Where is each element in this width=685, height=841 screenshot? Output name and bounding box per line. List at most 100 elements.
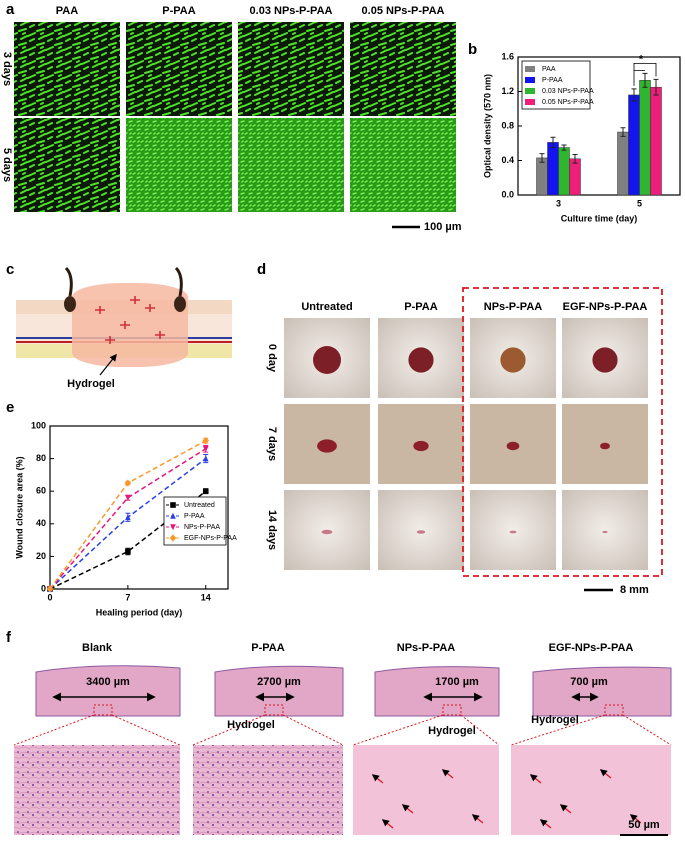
scale-bar-label: 8 mm [620, 584, 649, 596]
bar [628, 94, 640, 196]
legend-label: 0.03 NPs-P-PAA [542, 88, 594, 95]
legend-label: P-PAA [542, 77, 563, 84]
zoom-guide [510, 714, 606, 746]
measurement: 700 µm [570, 676, 608, 688]
histology [511, 745, 671, 835]
zoom-guide [13, 714, 95, 746]
y-tick-label: 0 [41, 583, 46, 593]
marker [169, 534, 177, 542]
highlight-box [462, 287, 663, 577]
panel-label: d [257, 261, 266, 278]
zoom-region [93, 704, 113, 716]
panel-label: e [6, 399, 14, 416]
column-header: P-PAA [251, 642, 284, 654]
zoom-guide [622, 714, 672, 746]
follicle [174, 296, 186, 312]
micrograph [238, 118, 344, 212]
wound [321, 529, 333, 535]
zoom-guide [460, 714, 500, 746]
wound [602, 530, 608, 534]
bar [639, 80, 651, 196]
fiber-arrow [599, 769, 612, 779]
tissue-section [532, 666, 672, 717]
bar [617, 131, 629, 196]
micrograph [238, 22, 344, 116]
tissue-section [35, 665, 181, 717]
y-tick-label: 20 [36, 551, 46, 561]
panel-label: a [6, 1, 15, 18]
column-header: 0.03 NPs-P-PAA [250, 5, 333, 17]
y-tick-label: 0.4 [501, 155, 514, 165]
molecule [145, 304, 155, 312]
molecule [130, 296, 140, 304]
wound [408, 347, 434, 373]
error-bar [572, 153, 578, 164]
hair [64, 266, 73, 297]
micrograph [126, 22, 232, 116]
fiber-arrow [629, 814, 642, 824]
y-tick-label: 1.2 [501, 86, 514, 96]
hair [174, 266, 183, 297]
hydrogel-label: Hydrogel [531, 714, 579, 726]
fiber-arrow [529, 774, 542, 784]
fiber-arrow [441, 769, 454, 779]
fiber-arrow [401, 804, 414, 814]
marker [46, 585, 54, 593]
fiber-arrow [559, 804, 572, 814]
column-header: EGF-NPs-P-PAA [549, 642, 634, 654]
y-tick-label: 1.6 [501, 51, 514, 61]
panel-label: f [6, 629, 12, 646]
marker [125, 494, 131, 502]
column-header: NPs-P-PAA [484, 301, 543, 313]
wound [509, 530, 517, 534]
y-tick-label: 0.0 [501, 189, 514, 199]
hydrogel-label: Hydrogel [428, 725, 476, 737]
fiber-arrow [471, 814, 484, 824]
legend-swatch [525, 88, 535, 94]
column-header: P-PAA [162, 5, 195, 17]
column-header: Blank [82, 642, 113, 654]
x-axis-label: Healing period (day) [96, 607, 183, 617]
marker [170, 512, 176, 519]
column-header: 0.05 NPs-P-PAA [362, 5, 445, 17]
significance-label: * [639, 53, 644, 65]
marker [170, 502, 176, 508]
panel-label: c [6, 261, 14, 278]
marker [202, 437, 210, 445]
molecule [155, 331, 165, 339]
wound [592, 347, 618, 373]
tissue-section [214, 665, 344, 717]
bar [547, 142, 559, 196]
error-bar [620, 127, 626, 137]
y-axis-label: Optical density (570 nm) [482, 74, 492, 178]
wound [600, 442, 610, 450]
y-tick-label: 40 [36, 518, 46, 528]
histology [14, 745, 180, 835]
column-header: EGF-NPs-P-PAA [563, 301, 648, 313]
legend-label: P-PAA [184, 513, 205, 520]
micrograph [126, 118, 232, 212]
zoom-guide [192, 714, 266, 746]
column-header: Untreated [301, 301, 352, 313]
measurement: 3400 µm [86, 676, 130, 688]
wound [500, 347, 526, 373]
pointer [99, 353, 117, 376]
legend-swatch [525, 77, 535, 83]
zoom-guide [111, 714, 181, 746]
fiber-arrow [381, 819, 394, 829]
error-bar [653, 78, 659, 96]
y-tick-label: 60 [36, 486, 46, 496]
legend-label: NPs-P-PAA [184, 524, 220, 531]
fiber-arrow [371, 774, 384, 784]
panel-label: b [468, 41, 477, 58]
measurement: 2700 µm [257, 676, 301, 688]
marker [125, 548, 131, 555]
x-axis-label: Culture time (day) [561, 213, 638, 223]
wound [506, 441, 520, 451]
y-tick-label: 80 [36, 453, 46, 463]
row-label: 0 day [266, 344, 278, 373]
error-bar [561, 144, 567, 151]
molecule [120, 321, 130, 329]
bar [650, 86, 662, 196]
